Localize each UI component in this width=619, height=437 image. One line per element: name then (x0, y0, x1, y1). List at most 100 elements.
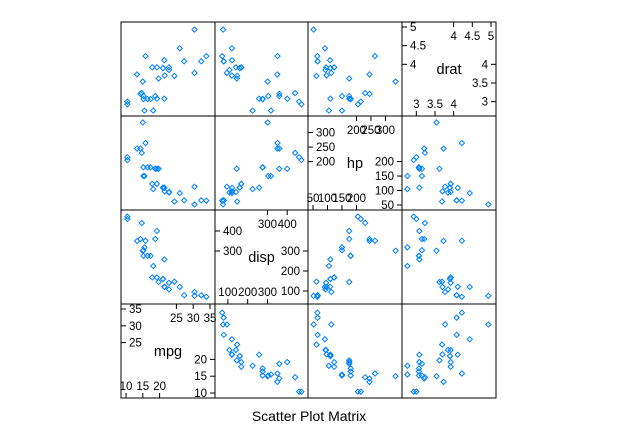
data-point (176, 44, 184, 52)
data-point (371, 370, 379, 377)
data-point (141, 172, 148, 180)
tick-label: 5 (488, 31, 494, 43)
data-point (274, 145, 281, 152)
tick-label: 400 (223, 226, 242, 238)
data-point (418, 246, 426, 254)
data-point (237, 363, 245, 371)
data-point (160, 283, 168, 291)
data-point (433, 247, 440, 255)
data-point (453, 291, 460, 299)
panel-drat-vs-disp (214, 21, 309, 117)
data-point (142, 139, 149, 147)
tick-label: 300 (223, 246, 242, 258)
data-point (140, 252, 147, 260)
data-point (259, 164, 266, 171)
data-point (191, 292, 198, 300)
data-point (165, 66, 173, 74)
tick-label: 300 (316, 128, 335, 140)
data-point (371, 52, 379, 60)
data-point (180, 58, 188, 65)
tick-label: 25 (129, 338, 142, 350)
data-point (366, 235, 373, 243)
data-point (165, 279, 173, 287)
data-point (441, 183, 449, 191)
data-point (436, 278, 443, 286)
data-point (440, 237, 447, 245)
data-point (153, 165, 161, 173)
tick-label: 150 (332, 193, 351, 205)
tick-label: 400 (278, 219, 297, 231)
data-point (313, 341, 320, 348)
data-point (326, 283, 334, 291)
data-point (124, 156, 131, 164)
data-point (223, 69, 231, 77)
tick-label: 3 (413, 99, 419, 111)
data-point (124, 153, 131, 161)
data-point (313, 278, 320, 285)
data-point (418, 372, 426, 379)
data-point (338, 244, 346, 251)
data-point (441, 288, 449, 296)
data-point (447, 274, 454, 281)
data-point (291, 89, 299, 97)
data-point (275, 360, 283, 368)
data-point (155, 75, 162, 82)
variable-name-hp: hp (347, 156, 363, 172)
data-point (228, 335, 236, 343)
data-point (233, 341, 241, 348)
data-point (149, 107, 157, 114)
data-point (151, 92, 159, 100)
data-point (228, 44, 236, 52)
data-point (298, 156, 305, 164)
data-point (133, 71, 141, 78)
data-point (153, 95, 161, 102)
tick-label: 200 (347, 125, 366, 137)
data-point (219, 26, 227, 33)
data-point (176, 189, 184, 197)
tick-label: 200 (281, 266, 300, 278)
data-point (295, 98, 303, 105)
x-axis-label: Scatter Plot Matrix (252, 408, 366, 424)
panel-drat-vs-hp (307, 21, 403, 117)
data-point (274, 370, 281, 377)
data-point (327, 256, 334, 263)
data-point (330, 274, 338, 281)
data-point (421, 219, 429, 227)
data-point (446, 352, 454, 360)
data-point (458, 370, 466, 377)
data-point (439, 188, 446, 195)
panel-disp-vs-hp (307, 209, 403, 305)
data-point (259, 372, 266, 379)
data-point (458, 293, 466, 301)
data-point (237, 64, 245, 71)
data-point (153, 180, 161, 188)
data-point (466, 335, 474, 343)
tick-label: 4.5 (410, 41, 426, 53)
data-point (141, 107, 148, 114)
data-point (159, 64, 167, 72)
data-point (218, 309, 226, 317)
data-point (159, 275, 167, 283)
data-point (438, 341, 446, 348)
data-point (159, 64, 167, 72)
tick-label: 20 (194, 354, 207, 366)
data-point (191, 288, 198, 296)
data-point (441, 321, 449, 328)
data-point (347, 252, 354, 260)
data-point (325, 262, 333, 270)
data-point (418, 360, 426, 368)
data-point (259, 164, 266, 171)
data-point (171, 198, 178, 205)
data-point (275, 145, 283, 152)
data-point (259, 368, 266, 375)
data-point (148, 64, 156, 71)
panel-mpg-vs-hp (307, 303, 403, 399)
diagonal-layer: mpg252530303535101015152020disp300300400… (120, 22, 496, 400)
data-point (416, 358, 423, 366)
data-point (347, 252, 354, 260)
data-point (233, 165, 241, 173)
data-point (149, 262, 157, 270)
data-point (264, 372, 271, 380)
data-point (366, 71, 373, 78)
